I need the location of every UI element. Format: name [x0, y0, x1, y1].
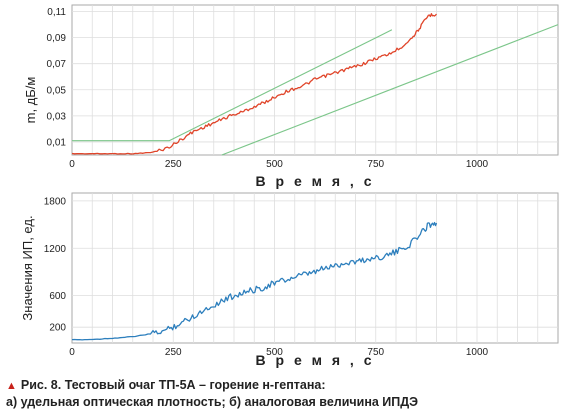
y-axis-label: m, дБ/м [23, 77, 38, 124]
x-axis-label: В р е м я , с [256, 173, 375, 189]
y-tick-label: 0,07 [47, 59, 67, 70]
chart-analog-value: 0 250 500 750 1000 200 600 1200 1800 В р е м я … [20, 192, 559, 368]
x-tick-label: 500 [266, 347, 283, 358]
caption-line-1: ▲ Рис. 8. Тестовый очаг ТП-5А – горение н… [6, 377, 418, 394]
measured-series-line [71, 13, 437, 155]
series-group [71, 13, 559, 156]
x-tick-label: 500 [266, 159, 283, 170]
y-tick-label: 0,11 [47, 7, 66, 18]
y-tick-label: 1800 [44, 196, 67, 207]
y-tick-label: 0,09 [47, 33, 67, 44]
y-tick-label: 0,01 [47, 137, 67, 148]
x-tick-label: 0 [69, 347, 75, 358]
x-tick-label: 250 [165, 159, 182, 170]
boundary-line [221, 24, 559, 156]
caption-line-1-text: Рис. 8. Тестовый очаг ТП-5А – горение н-… [20, 378, 326, 392]
x-tick-label: 250 [165, 347, 182, 358]
chart-optical-density: 0 250 500 750 1000 0,010,030,050,070,090,11 … [23, 4, 559, 189]
triangle-marker-icon: ▲ [6, 380, 17, 392]
measured-series-line [71, 221, 438, 341]
x-tick-labels: 0 250 500 750 1000 [69, 159, 488, 170]
grid [72, 5, 558, 155]
boundary-line [72, 29, 393, 142]
x-tick-label: 750 [367, 347, 384, 358]
figure-caption: ▲ Рис. 8. Тестовый очаг ТП-5А – горение н… [6, 377, 418, 410]
y-tick-labels: 0,01 0,03 0,05 0,07 0,09 0,11 [47, 7, 67, 148]
x-tick-label: 1000 [466, 159, 489, 170]
y-tick-labels: 200 600 1200 1800 [44, 196, 67, 333]
x-axis-label: В р е м я , с [256, 352, 375, 368]
x-tick-label: 0 [69, 159, 75, 170]
caption-line-2: а) удельная оптическая плотность; б) ана… [6, 395, 419, 409]
x-tick-labels: 0 250 500 750 1000 [69, 347, 488, 358]
y-tick-label: 0,05 [47, 85, 67, 96]
y-tick-label: 200 [49, 323, 66, 334]
y-tick-label: 1200 [44, 244, 67, 255]
x-tick-label: 1000 [466, 347, 489, 358]
x-tick-label: 750 [367, 159, 384, 170]
y-axis-label: Значения ИП, ед. [20, 215, 35, 320]
y-tick-label: 600 [49, 291, 66, 302]
grid [72, 193, 558, 343]
series-group [71, 221, 438, 341]
y-tick-label: 0,03 [47, 111, 67, 122]
